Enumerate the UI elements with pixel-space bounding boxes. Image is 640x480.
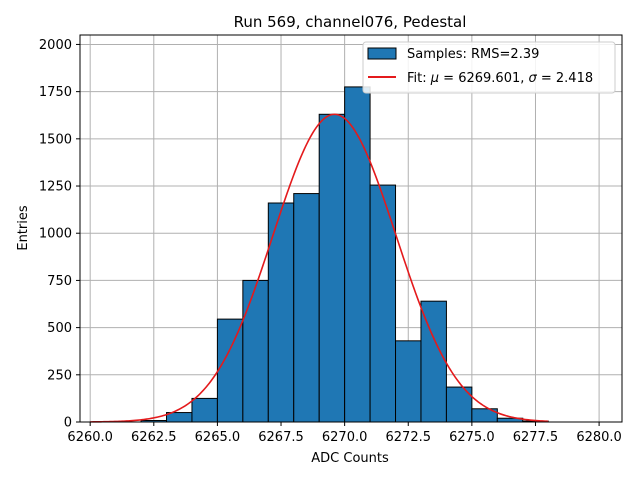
chart-title: Run 569, channel076, Pedestal [234, 13, 467, 31]
legend-fit-mu-symbol: μ [430, 71, 439, 86]
x-axis-ticks: 6260.0 6262.5 6265.0 6267.5 6270.0 6272.5 6275… [67, 422, 622, 445]
histogram-bar [191, 397, 218, 423]
x-tick-label: 6280.0 [576, 430, 622, 445]
legend-label-fit: Fit: μ = 6269.601, σ = 2.418 [407, 71, 593, 86]
y-tick-label: 1250 [39, 180, 72, 195]
x-tick-label: 6277.5 [513, 430, 559, 445]
legend: Samples: RMS=2.39 Fit: μ = 6269.601, σ =… [362, 41, 616, 94]
x-tick-label: 6265.0 [195, 430, 241, 445]
legend-swatch-samples [367, 47, 397, 60]
y-tick-label: 250 [47, 368, 72, 383]
histogram-bar [318, 113, 346, 423]
x-tick-label: 6262.5 [131, 430, 177, 445]
y-tick-label: 0 [64, 416, 72, 431]
x-tick-label: 6260.0 [67, 430, 113, 445]
legend-fit-sigma-symbol: σ [529, 71, 538, 86]
histogram-bar [344, 86, 371, 423]
x-tick-label: 6272.5 [386, 430, 432, 445]
y-tick-label: 1000 [39, 227, 72, 242]
legend-fit-suffix: = 2.418 [537, 71, 593, 86]
y-axis-ticks: 0 250 500 750 1000 1250 1500 1750 2000 [39, 38, 80, 431]
y-tick-label: 1500 [39, 132, 72, 147]
histogram-bar [293, 193, 320, 423]
y-tick-label: 750 [47, 274, 72, 289]
histogram-bars [140, 86, 549, 423]
gaussian-fit-curve [90, 113, 549, 423]
y-tick-label: 500 [47, 321, 72, 336]
fit-curve-layer [90, 113, 549, 423]
x-tick-label: 6275.0 [449, 430, 495, 445]
x-tick-label: 6267.5 [258, 430, 304, 445]
plot-frame [79, 34, 623, 423]
y-tick-label: 1750 [39, 85, 72, 100]
legend-fit-mid: = 6269.601, [439, 71, 528, 86]
histogram-bar [395, 340, 422, 423]
y-tick-label: 2000 [39, 38, 72, 53]
y-axis-label: Entries [16, 205, 31, 251]
histogram-bar [242, 279, 269, 423]
legend-box [362, 41, 616, 94]
histogram-bar [216, 318, 244, 423]
x-tick-label: 6270.0 [322, 430, 368, 445]
legend-fit-prefix: Fit: [407, 71, 431, 86]
histogram-bar [369, 184, 397, 423]
legend-label-samples: Samples: RMS=2.39 [407, 47, 539, 62]
x-axis-label: ADC Counts [311, 451, 389, 466]
